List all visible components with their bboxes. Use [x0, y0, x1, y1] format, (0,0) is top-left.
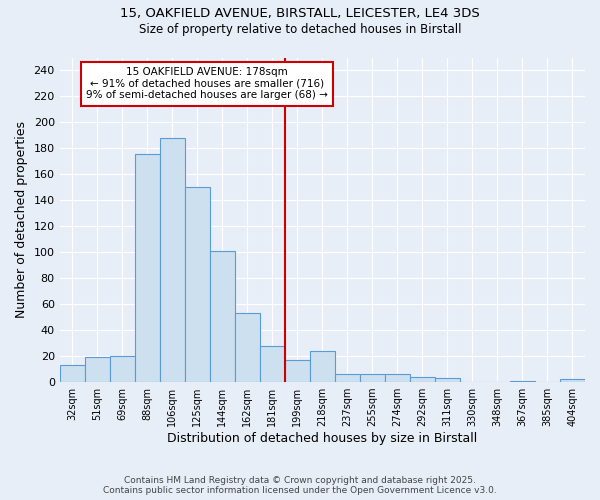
Bar — [260, 346, 285, 382]
Text: 15 OAKFIELD AVENUE: 178sqm
← 91% of detached houses are smaller (716)
9% of semi: 15 OAKFIELD AVENUE: 178sqm ← 91% of deta… — [86, 67, 328, 100]
Bar — [85, 358, 110, 382]
Bar — [435, 378, 460, 382]
Bar — [185, 188, 210, 382]
Bar — [560, 380, 585, 382]
Bar — [385, 374, 410, 382]
Bar — [285, 360, 310, 382]
X-axis label: Distribution of detached houses by size in Birstall: Distribution of detached houses by size … — [167, 432, 478, 445]
Bar — [410, 377, 435, 382]
Bar — [135, 154, 160, 382]
Bar — [210, 251, 235, 382]
Bar — [59, 365, 85, 382]
Bar — [160, 138, 185, 382]
Bar — [335, 374, 360, 382]
Bar — [360, 374, 385, 382]
Bar — [235, 314, 260, 382]
Bar — [510, 381, 535, 382]
Bar — [110, 356, 135, 382]
Text: Contains HM Land Registry data © Crown copyright and database right 2025.
Contai: Contains HM Land Registry data © Crown c… — [103, 476, 497, 495]
Y-axis label: Number of detached properties: Number of detached properties — [15, 122, 28, 318]
Bar — [310, 351, 335, 382]
Text: 15, OAKFIELD AVENUE, BIRSTALL, LEICESTER, LE4 3DS: 15, OAKFIELD AVENUE, BIRSTALL, LEICESTER… — [120, 8, 480, 20]
Text: Size of property relative to detached houses in Birstall: Size of property relative to detached ho… — [139, 22, 461, 36]
